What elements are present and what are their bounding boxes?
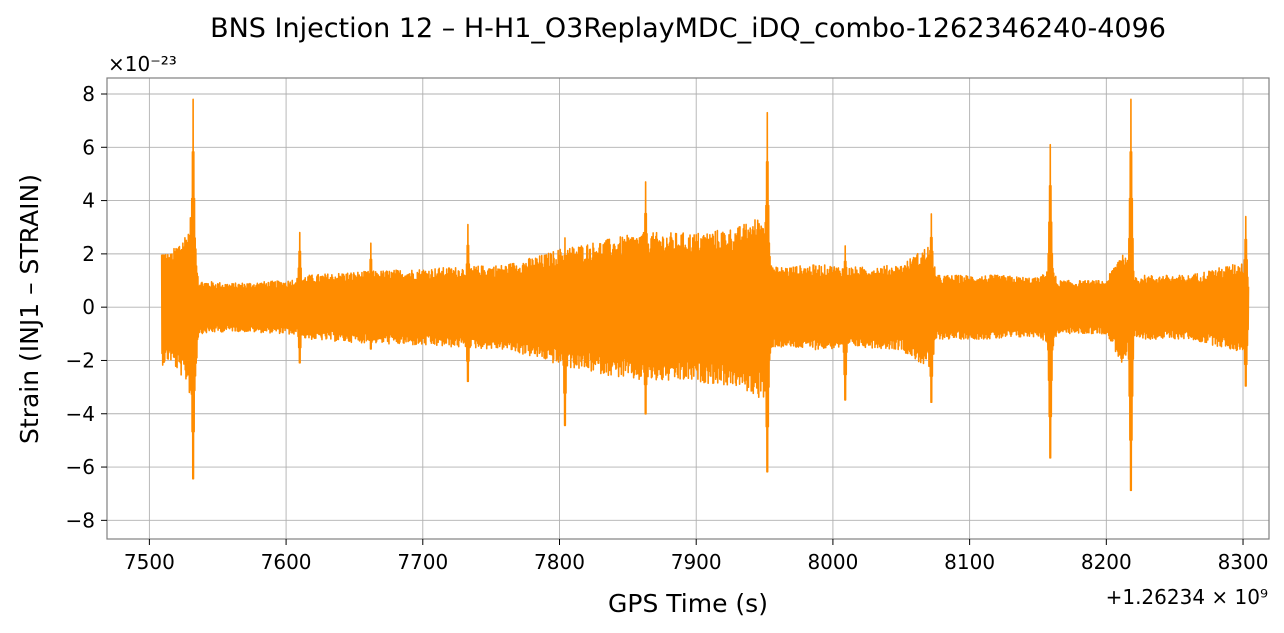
- x-tick-labels: 7500 7600 7700 7800 7900 8000 8100 8200 8300: [124, 550, 1269, 574]
- y-tick-label: 8: [82, 82, 95, 106]
- plot-frame: [106, 77, 1270, 540]
- series-layer: [160, 98, 1250, 492]
- y-tick-label: −8: [66, 508, 95, 532]
- y-tick-label: −2: [66, 348, 95, 372]
- y-axis-label: Strain (INJ1 – STRAIN): [15, 174, 44, 444]
- x-tick-label: 8100: [944, 550, 995, 574]
- x-tick-label: 8200: [1081, 550, 1132, 574]
- x-tick-label: 7900: [671, 550, 722, 574]
- chart-title: BNS Injection 12 – H-H1_O3ReplayMDC_iDQ_…: [210, 13, 1166, 44]
- axis-ticks: [101, 93, 1244, 545]
- y-tick-label: 4: [82, 189, 95, 213]
- y-tick-label: −6: [66, 455, 95, 479]
- y-tick-label: −4: [66, 402, 95, 426]
- x-tick-label: 7500: [124, 550, 175, 574]
- y-tick-label: 0: [82, 295, 95, 319]
- x-offset-label: +1.26234 × 10⁹: [1106, 585, 1268, 609]
- y-tick-label: 6: [82, 135, 95, 159]
- strain-series-line: [160, 98, 1250, 492]
- y-tick-labels: −8 −6 −4 −2 0 2 4 6 8: [66, 82, 95, 532]
- x-axis-label: GPS Time (s): [608, 589, 768, 618]
- y-scale-label: ×10⁻²³: [108, 52, 177, 76]
- x-tick-label: 7700: [397, 550, 448, 574]
- x-tick-label: 8300: [1218, 550, 1269, 574]
- x-tick-label: 8000: [807, 550, 858, 574]
- x-tick-label: 7600: [261, 550, 312, 574]
- y-tick-label: 2: [82, 242, 95, 266]
- x-tick-label: 7800: [534, 550, 585, 574]
